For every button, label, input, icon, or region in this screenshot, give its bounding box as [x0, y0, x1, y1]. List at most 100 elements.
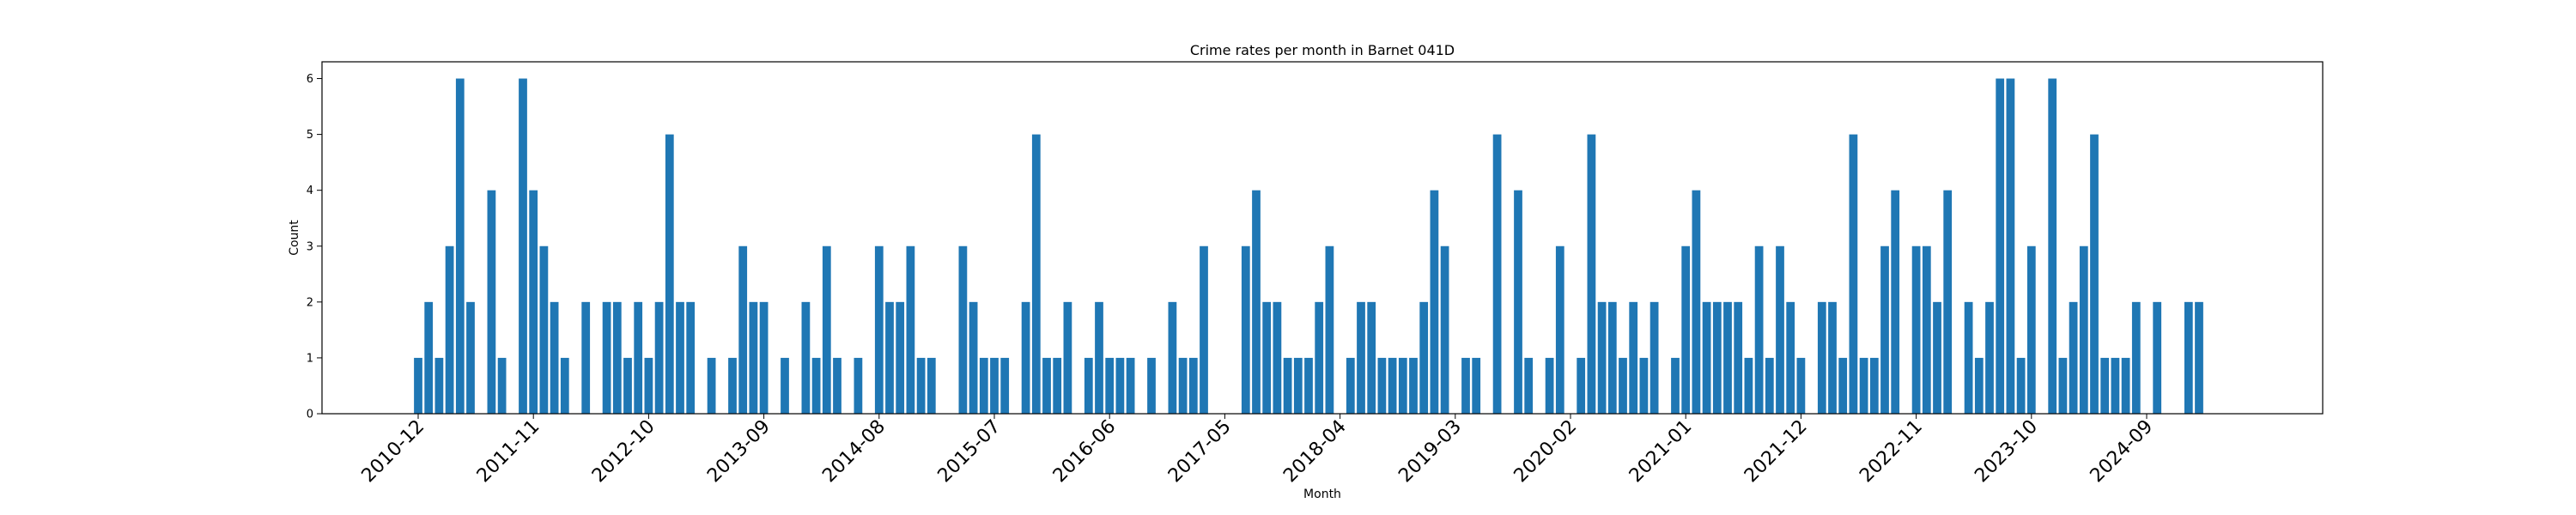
- x-tick-label-2021-01: 2021-01: [1625, 416, 1697, 488]
- bar-2022-06: [1859, 357, 1868, 414]
- bar-2013-04: [707, 357, 716, 414]
- x-tick-label-2018-04: 2018-04: [1279, 416, 1351, 488]
- bar-2017-12: [1293, 357, 1303, 414]
- bar-2023-09: [2016, 357, 2026, 414]
- x-tick-label-2015-07: 2015-07: [934, 416, 1005, 488]
- bar-2019-09: [1514, 190, 1522, 414]
- bar-2011-07: [487, 190, 496, 414]
- bar-2012-07: [612, 301, 622, 414]
- bar-2025-02: [2195, 301, 2203, 414]
- x-tick-label-2010-12: 2010-12: [358, 416, 429, 488]
- bar-2013-08: [749, 301, 758, 414]
- bar-2012-09: [634, 301, 643, 414]
- bar-2022-11: [1911, 245, 1921, 414]
- x-tick-label-2014-08: 2014-08: [818, 416, 890, 488]
- bar-2012-01: [550, 301, 559, 414]
- bar-2023-06: [1985, 301, 1994, 414]
- bar-2020-01: [1555, 245, 1564, 414]
- y-tick-label: 4: [307, 185, 313, 197]
- bar-2021-07: [1744, 357, 1753, 414]
- bar-2024-07: [2121, 357, 2130, 414]
- bar-2014-03: [822, 245, 831, 414]
- bar-2014-08: [874, 245, 884, 414]
- bar-2023-07: [1996, 78, 2005, 415]
- bar-2012-11: [654, 301, 664, 414]
- bar-2012-02: [560, 357, 569, 414]
- bar-2024-08: [2131, 301, 2141, 414]
- bar-2024-06: [2111, 357, 2120, 414]
- bar-2020-06: [1607, 301, 1617, 414]
- bar-2024-04: [2090, 134, 2099, 414]
- bar-2023-08: [2006, 78, 2015, 415]
- bar-2011-02: [434, 357, 444, 414]
- bar-2017-02: [1188, 357, 1198, 414]
- bar-2016-01: [1053, 357, 1062, 414]
- y-tick-label: 1: [307, 352, 313, 365]
- x-tick-label-2017-05: 2017-05: [1164, 416, 1236, 488]
- bar-2023-10: [2026, 245, 2036, 414]
- bar-2017-11: [1283, 357, 1292, 414]
- bar-2021-06: [1734, 301, 1743, 414]
- bar-2011-12: [539, 245, 549, 414]
- bar-2017-01: [1178, 357, 1188, 414]
- bar-2015-05: [969, 301, 978, 414]
- bar-2012-12: [665, 134, 674, 414]
- bar-2019-07: [1492, 134, 1502, 414]
- bar-2014-12: [916, 357, 926, 414]
- bar-2020-05: [1597, 301, 1607, 414]
- bar-2020-10: [1649, 301, 1659, 414]
- bar-2016-07: [1115, 357, 1125, 414]
- bar-2018-02: [1315, 301, 1324, 414]
- x-tick-label-2019-03: 2019-03: [1394, 416, 1466, 488]
- x-tick-label-2023-10: 2023-10: [1971, 416, 2042, 488]
- y-tick-label: 3: [307, 240, 313, 253]
- bar-2015-11: [1031, 134, 1041, 414]
- x-tick-label-2011-11: 2011-11: [473, 416, 544, 488]
- y-axis-label: Count: [288, 220, 301, 256]
- bar-2018-08: [1377, 357, 1387, 414]
- bar-2021-01: [1681, 245, 1691, 414]
- bar-2017-08: [1252, 190, 1261, 414]
- bar-2018-03: [1325, 245, 1334, 414]
- plot-frame: [321, 61, 2324, 415]
- bar-2012-06: [602, 301, 611, 414]
- bar-2020-03: [1577, 357, 1586, 414]
- bar-2018-09: [1388, 357, 1397, 414]
- bar-2014-11: [906, 245, 915, 414]
- bar-2010-12: [414, 357, 422, 414]
- bar-2021-04: [1712, 301, 1722, 414]
- x-tick-label-2016-06: 2016-06: [1049, 416, 1121, 488]
- bar-2012-10: [644, 357, 653, 414]
- bar-2013-06: [728, 357, 737, 414]
- bar-2015-12: [1042, 357, 1051, 414]
- bar-2017-07: [1241, 245, 1250, 414]
- bar-2021-02: [1692, 190, 1701, 414]
- bar-2022-03: [1828, 301, 1837, 414]
- bar-2020-07: [1619, 357, 1627, 414]
- bar-2011-04: [455, 78, 465, 415]
- x-tick-label-2022-11: 2022-11: [1856, 416, 1927, 488]
- bar-2013-02: [686, 301, 696, 414]
- bar-2021-03: [1702, 301, 1711, 414]
- bar-2019-12: [1545, 357, 1554, 414]
- bar-2020-09: [1639, 357, 1649, 414]
- bar-2019-01: [1430, 190, 1439, 414]
- bar-2024-05: [2100, 357, 2110, 414]
- bar-2015-04: [958, 245, 968, 414]
- x-tick-label-2012-10: 2012-10: [588, 416, 659, 488]
- bar-2022-09: [1891, 190, 1900, 414]
- y-tick-label: 0: [307, 409, 313, 421]
- bars-group: [414, 78, 2203, 415]
- bar-2018-07: [1367, 301, 1376, 414]
- bar-2014-09: [885, 301, 894, 414]
- x-tick-label-2021-12: 2021-12: [1741, 416, 1812, 488]
- bar-2020-04: [1587, 134, 1596, 414]
- bar-2015-01: [927, 357, 936, 414]
- bar-2011-03: [445, 245, 454, 414]
- chart-title: Crime rates per month in Barnet 041D: [1190, 42, 1455, 58]
- bar-2018-11: [1409, 357, 1418, 414]
- bar-2019-10: [1524, 357, 1534, 414]
- bar-2024-01: [2058, 357, 2068, 414]
- bar-2024-10: [2153, 301, 2162, 414]
- bar-2022-04: [1838, 357, 1848, 414]
